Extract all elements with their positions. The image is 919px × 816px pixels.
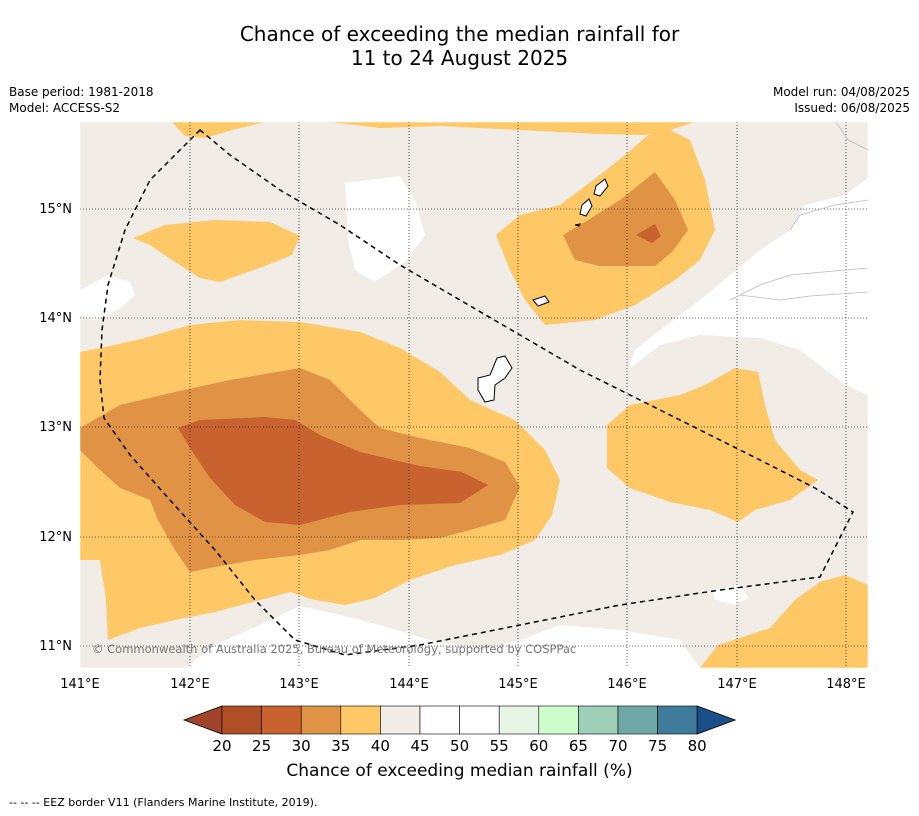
- lon-label: 146°E: [607, 677, 647, 692]
- lon-label: 145°E: [498, 677, 538, 692]
- colorbar-swatch: [617, 705, 658, 735]
- contour-25-30-northeast: [636, 224, 661, 243]
- lon-label: 143°E: [279, 677, 319, 692]
- lat-label: 15°N: [39, 202, 72, 217]
- colorbar-tick-label: 20: [212, 737, 231, 755]
- meta-left: Base period: 1981-2018 Model: ACCESS-S2: [9, 84, 154, 116]
- contour-35-40-top-band: [172, 122, 695, 138]
- contour-45-55-bottom: [185, 606, 700, 668]
- eez-border-line: [99, 128, 854, 656]
- colorbar: 20 25 30 35 40 45 50 55 60 65 70 75 80: [182, 705, 737, 755]
- contour-35-40-upper-left: [133, 220, 300, 282]
- colorbar-tick-label: 50: [450, 737, 469, 755]
- contour-35-40-east: [607, 368, 818, 522]
- colorbar-swatch: [261, 705, 302, 735]
- eez-footnote: -- -- -- EEZ border V11 (Flanders Marine…: [9, 796, 318, 809]
- rota-island: [532, 295, 550, 307]
- map-panel: © Commonwealth of Australia 2025, Bureau…: [80, 122, 868, 668]
- lon-label: 144°E: [389, 677, 429, 692]
- colorbar-swatch: [221, 705, 262, 735]
- contour-45-55-center: [345, 176, 425, 282]
- meta-right: Model run: 04/08/2025 Issued: 06/08/2025: [773, 84, 910, 116]
- longitude-labels: 141°E 142°E 143°E 144°E 145°E 146°E 147°…: [60, 677, 866, 692]
- islands: [477, 178, 609, 403]
- islet: [574, 223, 581, 227]
- copyright-text: © Commonwealth of Australia 2025, Bureau…: [92, 642, 576, 656]
- colorbar-swatch: [498, 705, 540, 735]
- lon-label: 147°E: [717, 677, 757, 692]
- guam-island: [477, 355, 513, 403]
- latitude-labels: 15°N 14°N 13°N 12°N 11°N: [39, 202, 72, 654]
- colorbar-swatch: [538, 705, 579, 735]
- colorbar-label: Chance of exceeding median rainfall (%): [286, 761, 633, 781]
- map-title: Chance of exceeding the median rainfall …: [0, 22, 919, 70]
- contour-30-35-northeast: [563, 172, 688, 266]
- colorbar-tick-label: 55: [490, 737, 509, 755]
- colorbar-swatch: [459, 705, 500, 735]
- tinian-island: [579, 198, 593, 217]
- colorbar-swatch: [657, 705, 698, 735]
- colorbar-swatch: [340, 705, 381, 735]
- contour-45-55-top-right: [628, 122, 868, 395]
- lon-label: 142°E: [170, 677, 210, 692]
- colorbar-swatch: [300, 705, 342, 735]
- lon-label: 148°E: [826, 677, 866, 692]
- lat-label: 14°N: [39, 311, 72, 326]
- title-line-2: 11 to 24 August 2025: [350, 46, 569, 70]
- colorbar-tick-label: 65: [569, 737, 588, 755]
- colorbar-tick-label: 45: [410, 737, 429, 755]
- lon-label: 141°E: [60, 677, 100, 692]
- colorbar-tick-label: 40: [371, 737, 390, 755]
- colorbar-tick-label: 25: [252, 737, 271, 755]
- colorbar-extend-low: [182, 705, 223, 735]
- coastline-lines: [729, 122, 868, 301]
- colorbar-tick-label: 80: [688, 737, 707, 755]
- colorbar-extend-high: [696, 705, 737, 735]
- contour-35-40-southeast: [700, 575, 868, 668]
- base-period-text: Base period: 1981-2018: [9, 85, 154, 99]
- lat-label: 13°N: [39, 420, 72, 435]
- model-run-text: Model run: 04/08/2025: [772, 85, 910, 99]
- issued-text: Issued: 06/08/2025: [794, 101, 910, 115]
- saipan-island: [593, 178, 609, 197]
- colorbar-tick-label: 60: [529, 737, 548, 755]
- colorbar-tick-label: 30: [292, 737, 311, 755]
- colorbar-tick-label: 35: [331, 737, 350, 755]
- lat-label: 12°N: [39, 530, 72, 545]
- lat-label: 11°N: [39, 639, 72, 654]
- model-text: Model: ACCESS-S2: [9, 101, 121, 115]
- contour-25-30-main: [178, 417, 488, 525]
- map-frame: [79, 121, 869, 669]
- graticule: [80, 122, 868, 668]
- colorbar-tick-label: 70: [608, 737, 627, 755]
- colorbar-swatch: [578, 705, 619, 735]
- colorbar-swatch: [380, 705, 421, 735]
- contour-45-55-left: [80, 275, 135, 320]
- colorbar-swatch: [419, 705, 460, 735]
- title-line-1: Chance of exceeding the median rainfall …: [239, 22, 680, 46]
- colorbar-tick-label: 75: [648, 737, 667, 755]
